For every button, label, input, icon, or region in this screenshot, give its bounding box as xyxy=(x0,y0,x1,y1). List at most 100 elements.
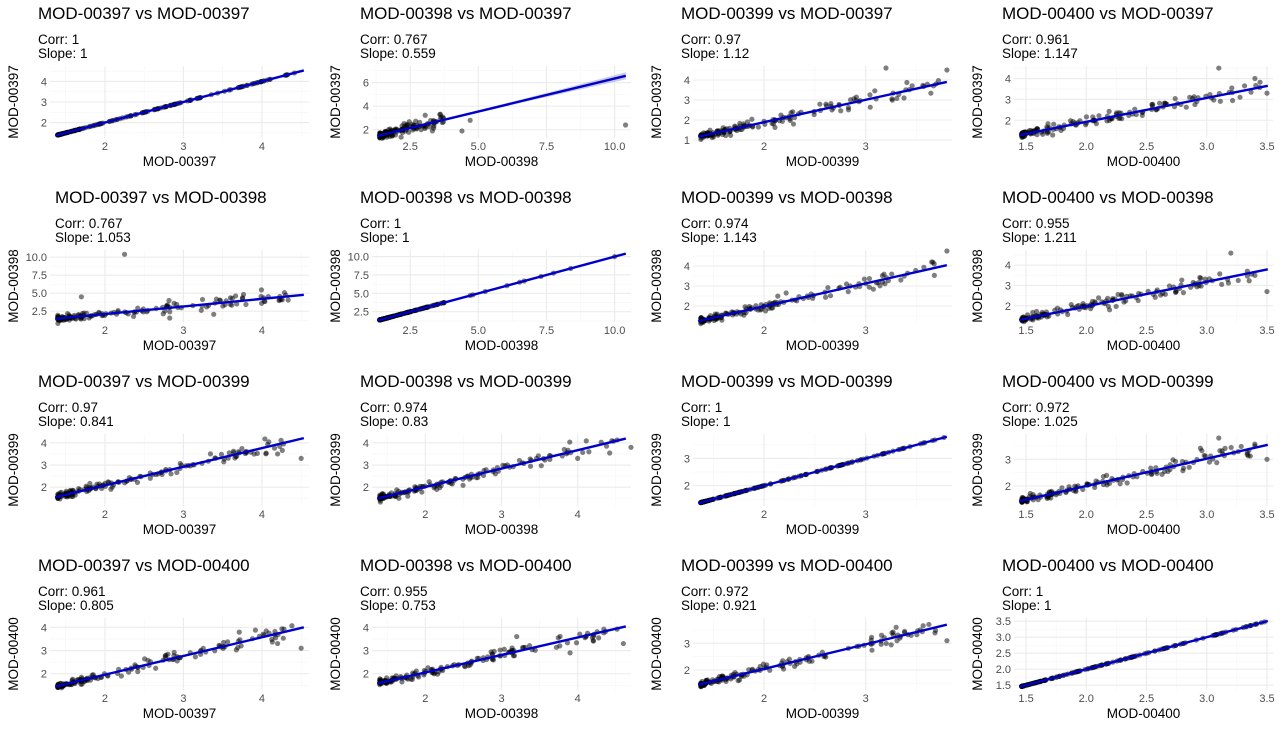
data-point xyxy=(220,303,226,309)
data-point xyxy=(877,283,883,289)
corr-label: Corr: 0.974 xyxy=(681,216,749,231)
data-point xyxy=(162,653,168,659)
fit-line xyxy=(697,623,948,686)
data-point xyxy=(413,118,419,124)
data-point xyxy=(926,621,932,628)
x-tick-label: 3.5 xyxy=(1259,509,1274,521)
data-point xyxy=(878,641,884,647)
data-point xyxy=(883,640,889,647)
data-point xyxy=(561,446,567,453)
x-tick-label: 2 xyxy=(102,325,108,337)
y-tick-label: 6 xyxy=(363,78,369,90)
y-tick-label: 4 xyxy=(363,101,369,113)
plot-area: 2.5 5.0 7.5 10.0 2.5 5.0 7.5 10.0 MOD-00398 MOD-0… xyxy=(328,249,631,353)
corr-label: Corr: 0.955 xyxy=(1002,216,1070,231)
x-tick-label: 2 xyxy=(102,693,108,705)
x-tick-label: 3.0 xyxy=(1199,325,1214,337)
y-tick-label: 4 xyxy=(1005,260,1011,272)
data-point xyxy=(775,293,781,299)
data-point xyxy=(894,95,900,102)
panel-title: MOD-00399 vs MOD-00400 xyxy=(681,556,893,575)
data-point xyxy=(233,293,239,299)
data-point xyxy=(1235,277,1241,284)
fit-line xyxy=(54,69,305,137)
data-point xyxy=(893,624,899,630)
data-point xyxy=(162,308,168,314)
data-point xyxy=(298,645,304,651)
scatter-panel: MOD-00400 vs MOD-00397 Corr: 0.961 Slope: … xyxy=(964,0,1285,184)
data-point xyxy=(79,310,86,317)
fit-line xyxy=(376,625,627,685)
panel-title: MOD-00397 vs MOD-00400 xyxy=(38,556,250,575)
data-point xyxy=(514,633,520,640)
data-point xyxy=(1154,470,1160,476)
scatter-panel: MOD-00399 vs MOD-00400 Corr: 0.972 Slope: … xyxy=(643,552,964,736)
x-tick-label: 3 xyxy=(180,141,186,153)
y-tick-label: 3 xyxy=(363,460,369,472)
data-point xyxy=(1183,104,1189,110)
slope-label: Slope: 1 xyxy=(1002,598,1052,613)
y-axis-label: MOD-00400 xyxy=(649,617,664,691)
x-axis-label: MOD-00397 xyxy=(143,154,217,169)
x-tick-label: 2 xyxy=(422,693,428,705)
x-tick-label: 2 xyxy=(102,141,108,153)
data-point xyxy=(1211,97,1217,103)
data-point xyxy=(379,491,385,497)
data-point xyxy=(254,450,260,456)
y-tick-label: 3 xyxy=(1005,280,1011,292)
data-point xyxy=(78,294,84,300)
data-point xyxy=(243,301,249,308)
data-point xyxy=(81,316,87,322)
data-point xyxy=(737,120,743,127)
y-axis-label: MOD-00400 xyxy=(328,617,343,691)
x-tick-label: 2.0 xyxy=(1079,509,1094,521)
y-tick-label: 2 xyxy=(363,669,369,681)
data-point xyxy=(239,445,245,452)
scatter-panel: MOD-00399 vs MOD-00398 Corr: 0.974 Slope: … xyxy=(643,184,964,368)
fit-line xyxy=(697,263,948,323)
corr-label: Corr: 0.974 xyxy=(360,400,428,415)
scatter-panel: MOD-00397 vs MOD-00400 Corr: 0.961 Slope: … xyxy=(0,552,321,736)
data-point xyxy=(1121,299,1127,305)
data-point xyxy=(538,463,544,469)
data-point xyxy=(171,649,177,655)
x-tick-label: 3.0 xyxy=(1199,693,1214,705)
panel-title: MOD-00399 vs MOD-00397 xyxy=(681,4,893,23)
data-point xyxy=(198,307,204,313)
scatter-panel: MOD-00397 vs MOD-00399 Corr: 0.97 Slope: 0… xyxy=(0,368,321,552)
plot-area: 1.5 2.0 2.5 3.0 3.5 1.5 2.0 2.5 3.0 3.5 MOD-00400 M… xyxy=(970,616,1275,721)
data-point xyxy=(575,455,581,461)
data-point xyxy=(1257,79,1263,85)
scatter-panel: MOD-00397 vs MOD-00398 Corr: 0.767 Slope: … xyxy=(0,184,321,368)
panel-title: MOD-00397 vs MOD-00398 xyxy=(55,188,267,207)
data-point xyxy=(1172,458,1179,465)
data-point xyxy=(790,121,797,127)
data-point xyxy=(168,471,174,477)
data-point xyxy=(920,623,926,629)
x-tick-label: 1.5 xyxy=(1018,141,1033,153)
data-point xyxy=(889,271,895,277)
x-axis-label: MOD-00397 xyxy=(143,522,217,537)
data-point xyxy=(204,304,210,310)
data-point xyxy=(1067,118,1074,124)
data-point xyxy=(583,438,589,444)
data-point xyxy=(1117,481,1123,487)
slope-label: Slope: 1 xyxy=(681,414,731,429)
data-point xyxy=(780,658,786,664)
y-tick-label: 5.0 xyxy=(32,288,47,300)
data-point xyxy=(1216,435,1222,441)
x-tick-label: 4 xyxy=(259,325,265,337)
data-point xyxy=(1246,278,1252,284)
corr-label: Corr: 0.961 xyxy=(38,584,106,599)
data-point xyxy=(1068,301,1074,308)
y-axis-label: MOD-00397 xyxy=(649,65,664,139)
x-tick-label: 4 xyxy=(575,693,581,705)
data-point xyxy=(888,642,894,648)
x-axis-label: MOD-00399 xyxy=(786,522,860,537)
data-point xyxy=(405,493,411,499)
data-point xyxy=(1191,94,1197,100)
panel-title: MOD-00400 vs MOD-00398 xyxy=(1002,188,1214,207)
data-point xyxy=(1186,464,1192,470)
data-point xyxy=(462,664,468,670)
data-point xyxy=(167,309,173,315)
